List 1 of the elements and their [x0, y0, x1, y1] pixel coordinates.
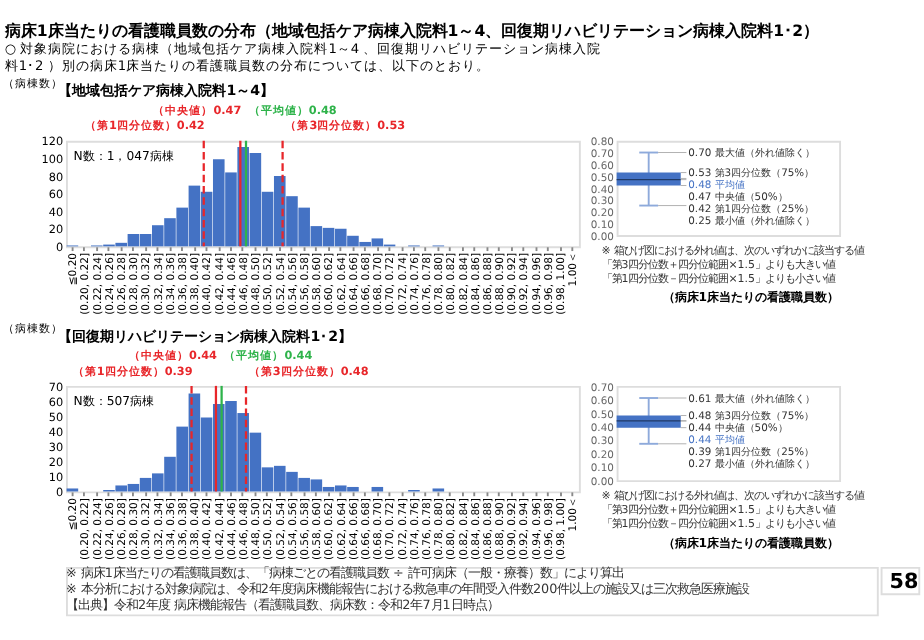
- text: 58: [889, 569, 919, 594]
